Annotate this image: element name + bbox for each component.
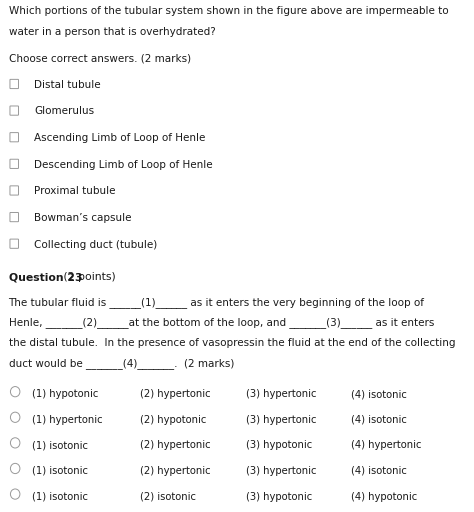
Text: (4) isotonic: (4) isotonic — [351, 466, 407, 476]
Text: Bowman’s capsule: Bowman’s capsule — [34, 213, 132, 223]
Text: (4) hypertonic: (4) hypertonic — [351, 440, 421, 451]
Text: Which portions of the tubular system shown in the figure above are impermeable t: Which portions of the tubular system sho… — [9, 6, 448, 16]
Text: (3) hypertonic: (3) hypertonic — [246, 415, 317, 425]
Circle shape — [10, 489, 20, 499]
FancyBboxPatch shape — [10, 212, 18, 222]
Text: (2) isotonic: (2) isotonic — [140, 492, 196, 502]
Text: (3) hypertonic: (3) hypertonic — [246, 466, 317, 476]
Text: the distal tubule.  In the presence of vasopressin the fluid at the end of the c: the distal tubule. In the presence of va… — [9, 338, 455, 348]
Text: Proximal tubule: Proximal tubule — [34, 186, 116, 197]
Text: water in a person that is overhydrated?: water in a person that is overhydrated? — [9, 27, 215, 37]
Text: (2) hypertonic: (2) hypertonic — [140, 389, 210, 399]
Text: (2 points): (2 points) — [60, 272, 116, 283]
Text: Choose correct answers. (2 marks): Choose correct answers. (2 marks) — [9, 53, 191, 63]
FancyBboxPatch shape — [10, 159, 18, 168]
FancyBboxPatch shape — [10, 79, 18, 89]
Text: (1) hypotonic: (1) hypotonic — [32, 389, 99, 399]
Text: duct would be _______(4)_______.  (2 marks): duct would be _______(4)_______. (2 mark… — [9, 358, 234, 369]
Text: (1) hypertonic: (1) hypertonic — [32, 415, 103, 425]
Text: (2) hypotonic: (2) hypotonic — [140, 415, 206, 425]
Text: (3) hypotonic: (3) hypotonic — [246, 440, 313, 451]
FancyBboxPatch shape — [10, 106, 18, 115]
Text: (4) isotonic: (4) isotonic — [351, 389, 407, 399]
Text: (1) isotonic: (1) isotonic — [32, 440, 88, 451]
Text: Distal tubule: Distal tubule — [34, 80, 101, 90]
Text: The tubular fluid is ______(1)______ as it enters the very beginning of the loop: The tubular fluid is ______(1)______ as … — [9, 297, 425, 308]
FancyBboxPatch shape — [10, 239, 18, 248]
Text: Collecting duct (tubule): Collecting duct (tubule) — [34, 240, 157, 250]
Text: (4) isotonic: (4) isotonic — [351, 415, 407, 425]
Text: Ascending Limb of Loop of Henle: Ascending Limb of Loop of Henle — [34, 133, 206, 143]
Text: (2) hypertonic: (2) hypertonic — [140, 466, 210, 476]
Text: Descending Limb of Loop of Henle: Descending Limb of Loop of Henle — [34, 160, 213, 170]
Circle shape — [10, 412, 20, 422]
Circle shape — [10, 438, 20, 448]
Circle shape — [10, 463, 20, 474]
Text: (2) hypertonic: (2) hypertonic — [140, 440, 210, 451]
FancyBboxPatch shape — [10, 133, 18, 142]
Text: (3) hypertonic: (3) hypertonic — [246, 389, 317, 399]
FancyBboxPatch shape — [10, 186, 18, 195]
Text: (1) isotonic: (1) isotonic — [32, 492, 88, 502]
Text: (1) isotonic: (1) isotonic — [32, 466, 88, 476]
Circle shape — [10, 387, 20, 397]
Text: (3) hypotonic: (3) hypotonic — [246, 492, 313, 502]
Text: (4) hypotonic: (4) hypotonic — [351, 492, 417, 502]
Text: Question 23: Question 23 — [9, 272, 82, 283]
Text: Henle, _______(2)______at the bottom of the loop, and _______(3)______ as it ent: Henle, _______(2)______at the bottom of … — [9, 317, 434, 328]
Text: Glomerulus: Glomerulus — [34, 106, 94, 117]
